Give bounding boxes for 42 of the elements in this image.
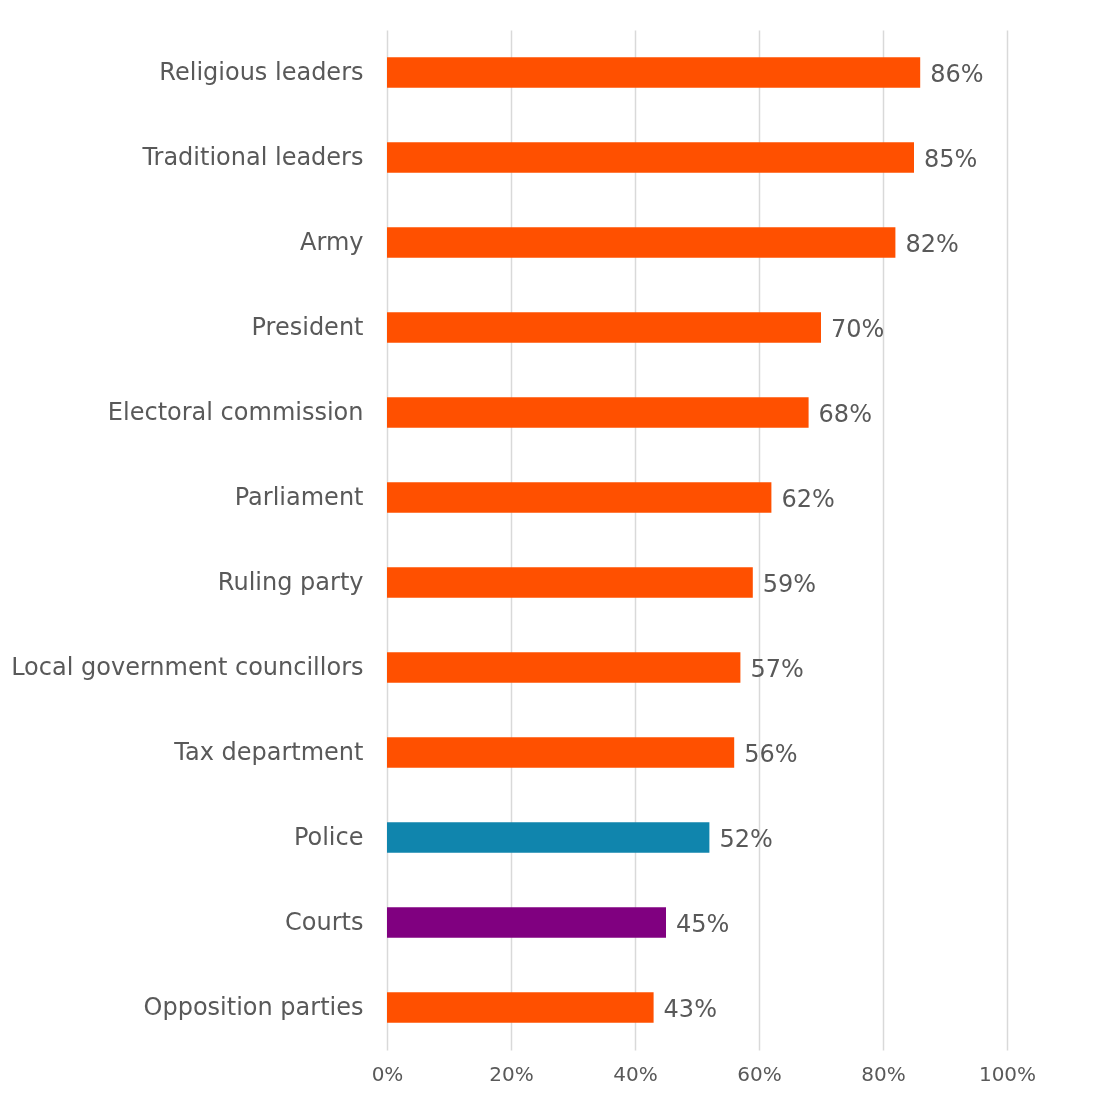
data-label: 43% [663,994,717,1023]
bar [387,57,921,88]
data-label: 85% [924,144,978,173]
y-tick-label: Traditional leaders [141,142,364,171]
data-label: 86% [930,59,984,88]
y-tick-label: Opposition parties [143,992,364,1021]
y-tick-label: Police [293,822,364,851]
x-tick-label: 20% [489,1061,534,1086]
y-tick-label: Army [300,227,364,256]
x-tick-label: 40% [613,1061,658,1086]
data-label: 70% [831,314,885,343]
y-tick-label: President [251,312,364,341]
y-tick-label: Tax department [173,737,364,766]
y-tick-label: Electoral commission [107,397,364,426]
x-tick-label: 80% [861,1061,906,1086]
data-label: 45% [676,909,730,938]
y-tick-label: Parliament [234,482,364,511]
data-label: 68% [818,399,872,428]
bar [387,397,809,428]
bar [387,992,654,1023]
bar [387,737,735,768]
data-label: 59% [762,569,817,598]
y-tick-label: Local government councillors [11,652,364,681]
x-tick-label: 0% [371,1061,404,1086]
bar [387,142,914,173]
bar [387,822,710,853]
data-label: 62% [781,484,835,513]
bar [387,567,753,598]
y-tick-label: Ruling party [217,567,364,596]
data-label: 57% [750,654,804,683]
y-tick-label: Religious leaders [159,57,364,86]
x-tick-label: 60% [737,1061,782,1086]
data-label: 52% [719,824,773,853]
bar [387,312,821,343]
x-tick-label: 100% [978,1061,1037,1086]
data-label: 56% [744,739,798,768]
bar [387,652,741,683]
bar [387,227,896,258]
data-label: 82% [905,229,959,258]
y-tick-label: Courts [285,907,364,936]
bar [387,907,666,938]
bar [387,482,772,513]
